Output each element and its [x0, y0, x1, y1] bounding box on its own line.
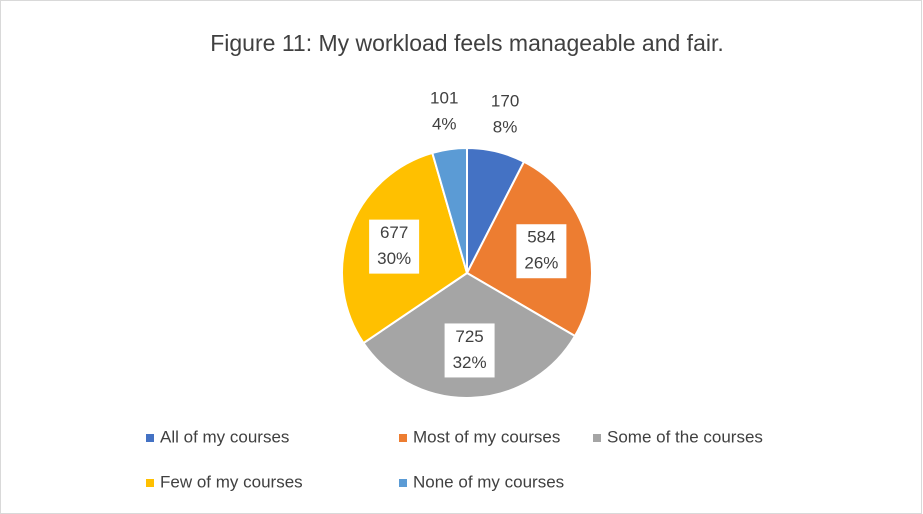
legend-marker [593, 434, 601, 442]
legend-label: All of my courses [160, 427, 289, 446]
legend-marker [146, 479, 154, 487]
data-label: 677 [380, 223, 408, 242]
data-label: 725 [455, 327, 483, 346]
data-label: 4% [432, 115, 457, 134]
legend-label: Most of my courses [413, 427, 560, 446]
data-label: 101 [430, 89, 458, 108]
label-box [516, 224, 567, 279]
legend-marker [399, 434, 407, 442]
data-label: 584 [527, 228, 555, 247]
data-label: 32% [453, 353, 487, 372]
legend-marker [146, 434, 154, 442]
legend-marker [399, 479, 407, 487]
label-box [444, 323, 495, 378]
legend-label: Some of the courses [607, 427, 763, 446]
label-box [369, 219, 420, 274]
data-label: 30% [377, 249, 411, 268]
legend-label: Few of my courses [160, 472, 303, 491]
chart-title: Figure 11: My workload feels manageable … [210, 30, 724, 56]
data-label: 26% [524, 254, 558, 273]
data-label: 8% [493, 118, 518, 137]
data-label: 170 [491, 92, 519, 111]
pie-slice [431, 146, 468, 274]
legend-label: None of my courses [413, 472, 564, 491]
